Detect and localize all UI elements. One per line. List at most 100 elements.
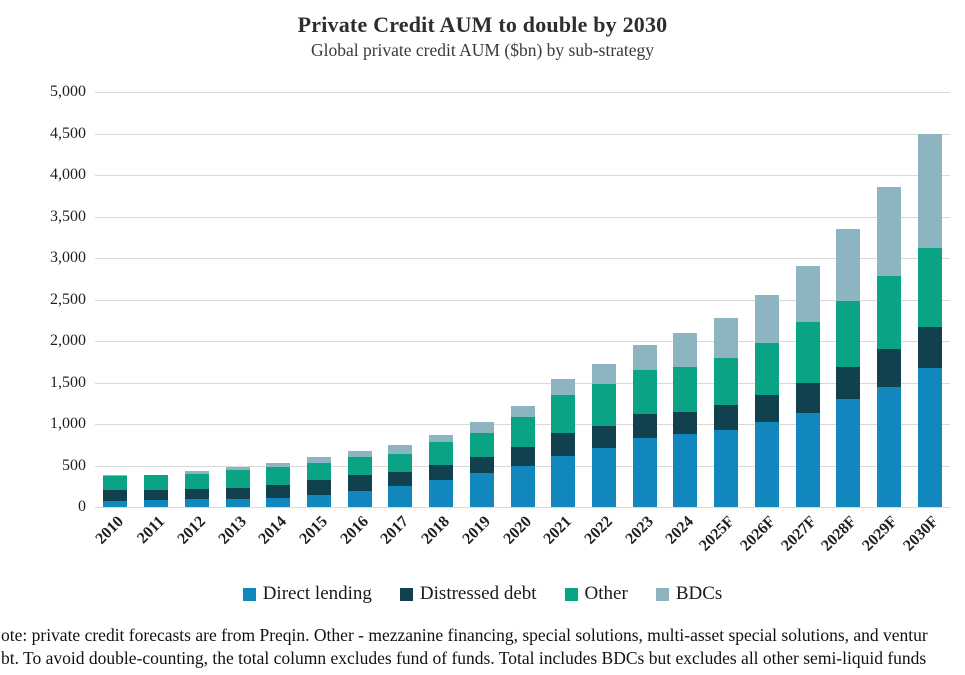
bar-segment-distressed-debt <box>266 485 291 498</box>
bar-segment-distressed-debt <box>632 414 657 439</box>
bar-segment-direct-lending <box>673 433 698 507</box>
x-axis-tick-label: 2011 <box>134 513 169 548</box>
bar-segment-distressed-debt <box>103 489 128 502</box>
bar-segment-other <box>876 276 901 350</box>
bar-segment-direct-lending <box>714 429 739 507</box>
bar-segment-direct-lending <box>632 438 657 507</box>
bar-segment-other <box>184 473 209 489</box>
legend-swatch-icon <box>564 587 578 601</box>
bar-segment-bdcs <box>510 405 535 418</box>
footnote-line-2: bt. To avoid double-counting, the total … <box>1 648 927 668</box>
bar-segment-bdcs <box>388 444 413 454</box>
bar-segment-bdcs <box>225 467 250 471</box>
y-axis-tick-label: 1,000 <box>50 415 86 432</box>
bar-2026F <box>754 294 779 507</box>
bar-2022 <box>591 364 616 507</box>
x-axis-tick-label: 2018 <box>418 513 454 548</box>
gridline <box>95 382 950 384</box>
x-axis-tick-label: 2023 <box>622 513 657 548</box>
bar-segment-distressed-debt <box>591 425 616 449</box>
legend-item-direct-lending: Direct lending <box>242 583 372 605</box>
bar-segment-distressed-debt <box>510 447 535 467</box>
bar-segment-other <box>469 433 494 458</box>
y-axis-tick-label: 2,500 <box>50 290 86 308</box>
bar-segment-direct-lending <box>144 499 169 507</box>
x-axis-tick-label: 2012 <box>174 513 209 548</box>
bar-segment-direct-lending <box>551 455 576 507</box>
bar-segment-other <box>551 394 576 434</box>
bar-segment-direct-lending <box>754 422 779 507</box>
legend-item-label: BDCs <box>675 583 723 604</box>
y-axis-tick-label: 3,500 <box>50 207 86 225</box>
x-axis-tick-label: 2013 <box>214 513 250 548</box>
y-axis-tick-label: 4,500 <box>50 124 86 142</box>
bar-segment-bdcs <box>429 434 454 443</box>
x-axis-tick-label: 2028F <box>818 513 861 555</box>
y-axis-tick-label: 2,000 <box>50 332 86 349</box>
x-axis-tick-label: 2027F <box>777 513 820 555</box>
bar-segment-direct-lending <box>591 448 616 507</box>
bar-2017 <box>388 444 413 507</box>
bar-segment-direct-lending <box>429 479 454 507</box>
gridline <box>95 175 950 176</box>
x-axis-tick-label: 2014 <box>255 513 291 548</box>
legend-swatch-icon <box>399 587 413 601</box>
bar-segment-other <box>266 467 291 486</box>
bar-2021 <box>551 379 576 507</box>
bar-segment-bdcs <box>673 332 698 367</box>
x-axis-tick-label: 2016 <box>337 513 372 548</box>
bar-segment-distressed-debt <box>917 326 942 369</box>
bar-segment-other <box>429 442 454 466</box>
bar-segment-other <box>225 470 250 488</box>
bar-segment-distressed-debt <box>429 465 454 480</box>
bar-2016 <box>347 450 372 507</box>
x-axis-tick-label: 2020 <box>499 513 535 548</box>
bar-segment-direct-lending <box>469 472 494 507</box>
x-axis-tick-label: 2024 <box>662 513 698 548</box>
bar-segment-distressed-debt <box>673 411 698 434</box>
legend-item-label: Direct lending <box>262 583 372 604</box>
bar-segment-other <box>591 384 616 426</box>
x-axis-tick-label: 2015 <box>296 513 331 548</box>
bar-segment-bdcs <box>184 471 209 474</box>
x-axis-tick-label: 2029F <box>859 513 901 555</box>
bar-segment-distressed-debt <box>551 433 576 456</box>
legend-item-label: Distressed debt <box>419 583 537 604</box>
bar-segment-other <box>836 301 861 367</box>
bar-segment-bdcs <box>632 345 657 371</box>
bar-segment-direct-lending <box>836 399 861 507</box>
bar-segment-bdcs <box>306 457 331 463</box>
bar-segment-direct-lending <box>225 498 250 507</box>
bar-segment-other <box>714 357 739 405</box>
bar-segment-other <box>673 366 698 412</box>
legend-item-label: Other <box>584 583 628 604</box>
x-axis-tick-label: 2019 <box>459 513 494 548</box>
footnote-line-1: ote: private credit forecasts are from P… <box>1 625 928 645</box>
bar-2030F <box>917 133 942 507</box>
bar-segment-bdcs <box>469 422 494 434</box>
bar-segment-distressed-debt <box>469 457 494 473</box>
bar-segment-bdcs <box>917 133 942 249</box>
bar-segment-bdcs <box>144 474 169 476</box>
bar-segment-distressed-debt <box>347 475 372 492</box>
bar-segment-bdcs <box>347 450 372 458</box>
bar-segment-direct-lending <box>266 497 291 507</box>
bar-segment-bdcs <box>266 463 291 468</box>
bar-2013 <box>225 467 250 507</box>
bar-segment-other <box>754 342 779 395</box>
gridline <box>95 341 950 342</box>
bar-2025F <box>714 317 739 507</box>
bar-segment-direct-lending <box>917 368 942 507</box>
bar-segment-distressed-debt <box>144 489 169 500</box>
x-axis-tick-label: 2025F <box>696 513 739 555</box>
bar-segment-direct-lending <box>510 466 535 507</box>
gridline <box>95 216 950 218</box>
bar-2028F <box>836 228 861 507</box>
bar-segment-other <box>510 417 535 448</box>
legend-item-other: Other <box>564 583 628 605</box>
bar-segment-direct-lending <box>184 498 209 507</box>
bar-segment-distressed-debt <box>714 404 739 430</box>
legend-item-bdcs: BDCs <box>655 583 723 605</box>
legend: Direct lending Distressed debt Other BDCs <box>0 583 965 605</box>
